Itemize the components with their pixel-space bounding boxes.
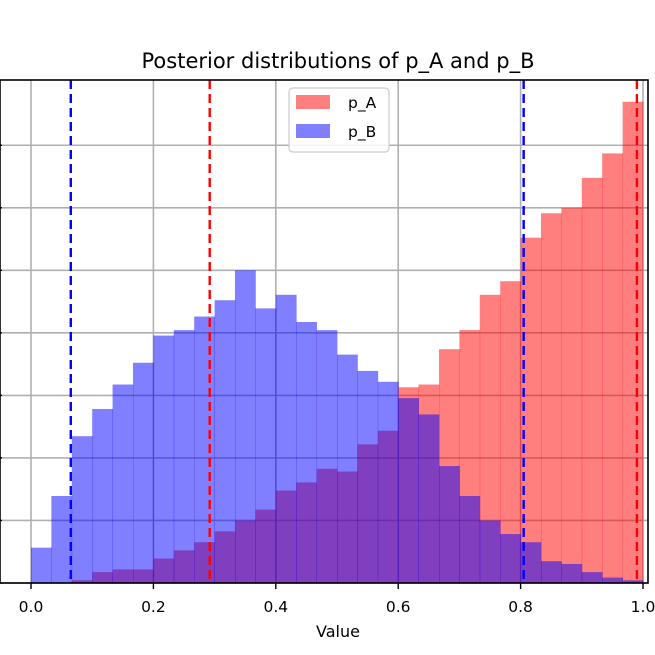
x-tick-label: 0.8 xyxy=(508,598,533,616)
legend-swatch-p-a xyxy=(296,95,330,109)
bar-p-b xyxy=(153,335,175,583)
bar-p-b xyxy=(418,414,440,583)
bar-p-a xyxy=(479,294,501,583)
x-axis-ticks: 0.0 0.2 0.4 0.6 0.8 1.0 xyxy=(19,583,655,616)
bar-p-b xyxy=(133,362,154,583)
bar-p-b xyxy=(540,561,562,583)
histogram-bars xyxy=(31,101,644,584)
bar-p-b xyxy=(31,547,52,583)
bar-p-b xyxy=(479,520,501,583)
bar-p-b xyxy=(194,316,215,583)
chart-title: Posterior distributions of p_A and p_B xyxy=(142,49,535,74)
bar-p-b xyxy=(173,330,195,583)
x-tick-label: 0.2 xyxy=(141,598,166,616)
bar-p-b xyxy=(234,270,256,583)
bar-p-a xyxy=(540,213,562,583)
bar-p-b xyxy=(622,580,644,583)
plot-frame xyxy=(0,79,649,584)
bar-p-b xyxy=(337,354,358,583)
bar-p-a xyxy=(581,177,603,583)
bar-p-b xyxy=(214,300,236,583)
x-tick-label: 1.0 xyxy=(631,598,655,616)
bar-p-b xyxy=(500,534,521,583)
bar-p-b xyxy=(296,321,317,583)
bar-p-b xyxy=(439,466,460,583)
x-tick-label: 0.0 xyxy=(19,598,44,616)
x-tick-label: 0.4 xyxy=(263,598,288,616)
bar-p-b xyxy=(398,398,419,583)
bar-p-b xyxy=(520,542,542,583)
legend-label-p-a: p_A xyxy=(348,94,377,113)
bar-p-a xyxy=(520,237,542,583)
bar-p-a xyxy=(561,207,583,583)
bar-p-a xyxy=(500,281,521,583)
bar-p-b xyxy=(581,572,603,583)
x-tick-label: 0.6 xyxy=(386,598,411,616)
bar-p-b xyxy=(255,308,277,583)
bar-p-b xyxy=(92,408,113,583)
bar-p-b xyxy=(112,384,134,583)
bar-p-a xyxy=(602,153,623,583)
bar-p-b xyxy=(561,563,583,583)
bar-p-b xyxy=(275,294,297,583)
bar-p-b xyxy=(377,381,399,583)
legend-label-p-b: p_B xyxy=(348,123,376,142)
bar-p-a xyxy=(622,101,644,584)
bar-p-b xyxy=(71,436,93,583)
bar-p-b xyxy=(602,577,623,583)
bar-p-b xyxy=(316,330,338,583)
legend: p_A p_B xyxy=(288,87,390,153)
x-axis-label: Value xyxy=(316,622,360,641)
bar-p-b xyxy=(357,370,379,583)
axes-frame xyxy=(0,79,649,584)
bar-p-b xyxy=(51,495,73,583)
legend-swatch-p-b xyxy=(296,124,330,138)
bar-p-b xyxy=(459,495,481,583)
